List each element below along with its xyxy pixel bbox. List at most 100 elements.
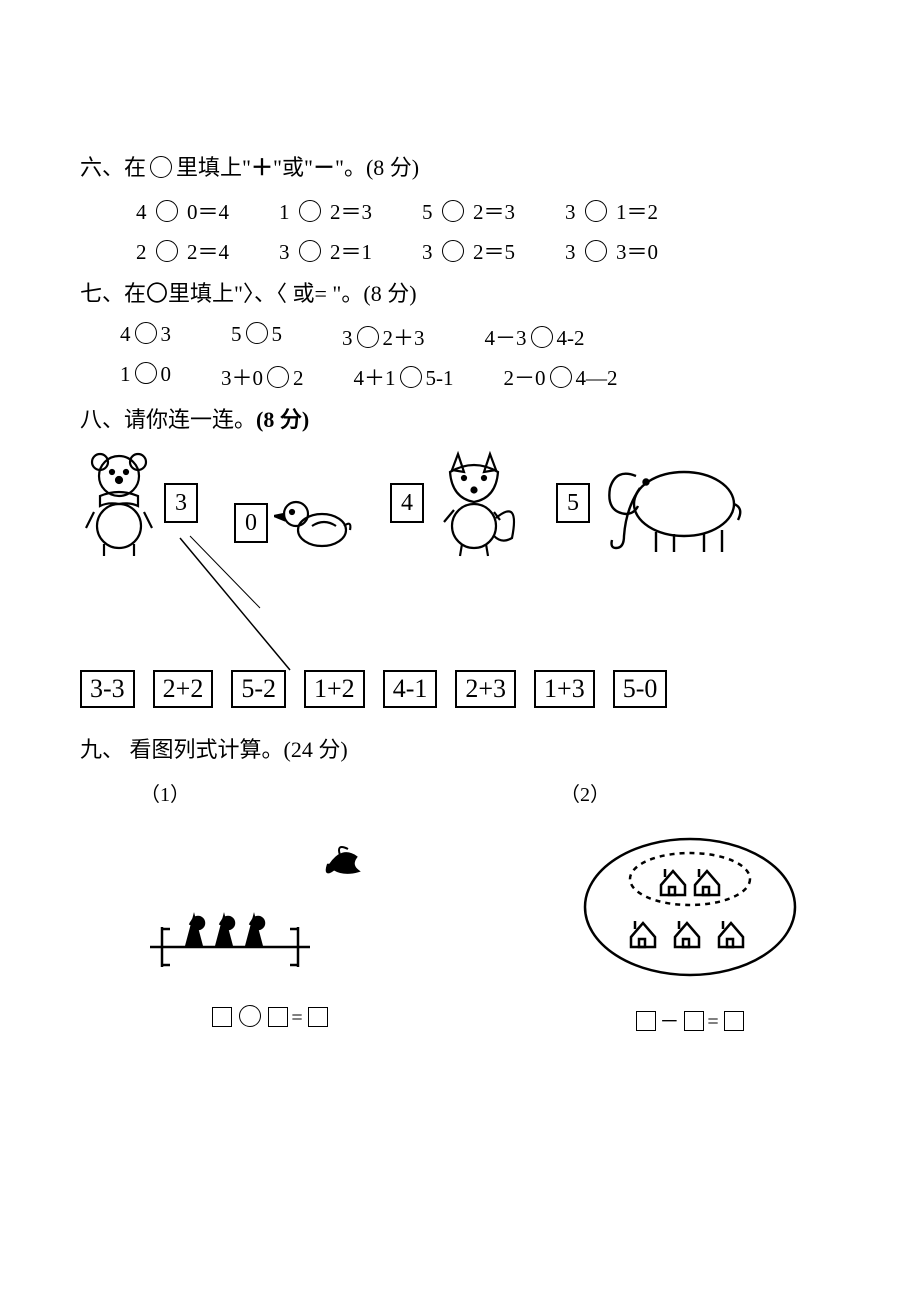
blank-circle-icon[interactable] [267, 366, 289, 388]
match-top-row: 3 0 4 [80, 448, 746, 558]
section7-row1: 43 55 3 2＋3 4－34-2 [120, 322, 840, 352]
swallows-icon [140, 827, 400, 987]
eq-cell: 3 2＝1 [279, 236, 372, 266]
expr-box[interactable]: 5-2 [231, 670, 286, 708]
number-box: 0 [234, 503, 268, 543]
section6-row1: 4 0＝4 1 2＝3 5 2＝3 3 1＝2 [136, 196, 840, 226]
blank-circle-icon[interactable] [550, 366, 572, 388]
figure-houses [540, 817, 840, 987]
num: 3 [342, 326, 353, 350]
num: 4 [120, 322, 131, 346]
expr-box[interactable]: 2+3 [455, 670, 516, 708]
num: 4＋1 [354, 366, 396, 390]
num: 3 [565, 240, 576, 264]
section9-item-2: （2） －= [540, 778, 840, 1034]
fox-icon [430, 448, 520, 558]
section7-row2: 1 0 3＋02 4＋15-1 2－0 4—2 [120, 362, 840, 392]
item-label: （1） [140, 778, 420, 807]
expr-box[interactable]: 5-0 [613, 670, 668, 708]
num: 0＝4 [187, 200, 229, 224]
text: "。(8 分) [335, 155, 419, 180]
blank-square-icon[interactable] [212, 1007, 232, 1027]
number-box: 3 [164, 483, 198, 523]
houses-icon [575, 827, 805, 987]
eq-cell: 55 [231, 322, 282, 352]
text: 里填上" [176, 155, 251, 180]
blank-circle-icon[interactable] [156, 200, 178, 222]
blank-circle-icon[interactable] [400, 366, 422, 388]
num: 4－3 [485, 326, 527, 350]
eq-cell: 4＋15-1 [354, 362, 454, 392]
num: 3 [565, 200, 576, 224]
num: 2＝4 [187, 240, 229, 264]
num: 2 [293, 366, 304, 390]
elephant-icon [596, 448, 746, 558]
eq-cell: 4－34-2 [485, 322, 585, 352]
num: 2－0 [504, 366, 546, 390]
match-bottom-row: 3-3 2+2 5-2 1+2 4-1 2+3 1+3 5-0 [80, 670, 667, 708]
bear-icon [80, 448, 158, 558]
section9-item-1: （1） [120, 778, 420, 1034]
expr-box[interactable]: 2+2 [153, 670, 214, 708]
section9-heading: 九、 看图列式计算。(24 分) [80, 732, 840, 764]
blank-circle-icon[interactable] [135, 322, 157, 344]
blank-circle-icon[interactable] [246, 322, 268, 344]
section9-row: （1） [120, 778, 840, 1034]
match-top-item[interactable]: 0 [234, 488, 354, 558]
expr-box[interactable]: 3-3 [80, 670, 135, 708]
equation-template: = [120, 1005, 420, 1030]
num: 2＝3 [473, 200, 515, 224]
num: 2＋3 [383, 326, 425, 350]
blank-circle-icon[interactable] [299, 240, 321, 262]
blank-circle-icon [150, 156, 172, 178]
blank-square-icon[interactable] [308, 1007, 328, 1027]
num: 5 [272, 322, 283, 346]
blank-square-icon[interactable] [268, 1007, 288, 1027]
num: 2＝5 [473, 240, 515, 264]
num: 0 [161, 362, 172, 386]
eq-cell: 3 2＝5 [422, 236, 515, 266]
blank-square-icon[interactable] [684, 1011, 704, 1031]
equation-template: －= [540, 1005, 840, 1034]
num: 2＝3 [330, 200, 372, 224]
blank-circle-icon[interactable] [585, 240, 607, 262]
eq-cell: 43 [120, 322, 171, 352]
match-top-item[interactable]: 5 [556, 448, 746, 558]
eq-cell: 3 3＝0 [565, 236, 658, 266]
num: 1 [279, 200, 290, 224]
blank-circle-icon[interactable] [357, 326, 379, 348]
plus-sign: ＋ [251, 155, 273, 180]
expr-box[interactable]: 1+3 [534, 670, 595, 708]
match-top-item[interactable]: 4 [390, 448, 520, 558]
blank-circle-icon[interactable] [156, 240, 178, 262]
number-box: 4 [390, 483, 424, 523]
duck-icon [274, 488, 354, 558]
match-top-item[interactable]: 3 [80, 448, 198, 558]
expr-box[interactable]: 1+2 [304, 670, 365, 708]
num: 4 [136, 200, 147, 224]
blank-circle-icon[interactable] [442, 240, 464, 262]
figure-swallows [120, 817, 420, 987]
blank-circle-icon[interactable] [585, 200, 607, 222]
num: 1 [120, 362, 131, 386]
blank-circle-icon[interactable] [135, 362, 157, 384]
eq-cell: 3 1＝2 [565, 196, 658, 226]
blank-square-icon[interactable] [724, 1011, 744, 1031]
blank-circle-icon[interactable] [442, 200, 464, 222]
blank-circle-icon[interactable] [239, 1005, 261, 1027]
blank-circle-icon[interactable] [531, 326, 553, 348]
eq-cell: 3 2＋3 [342, 322, 425, 352]
num: 5 [422, 200, 433, 224]
num: 2＝1 [330, 240, 372, 264]
eq-cell: 5 2＝3 [422, 196, 515, 226]
section8-heading: 八、请你连一连。(8 分) [80, 402, 840, 434]
text: 六、在 [80, 155, 146, 180]
blank-square-icon[interactable] [636, 1011, 656, 1031]
num: 4—2 [576, 366, 618, 390]
item-label: （2） [560, 778, 840, 807]
section6-heading: 六、在里填上"＋"或"－"。(8 分) [80, 150, 840, 182]
eq-cell: 2－0 4—2 [504, 362, 618, 392]
expr-box[interactable]: 4-1 [383, 670, 438, 708]
eq-cell: 3＋02 [221, 362, 304, 392]
blank-circle-icon[interactable] [299, 200, 321, 222]
